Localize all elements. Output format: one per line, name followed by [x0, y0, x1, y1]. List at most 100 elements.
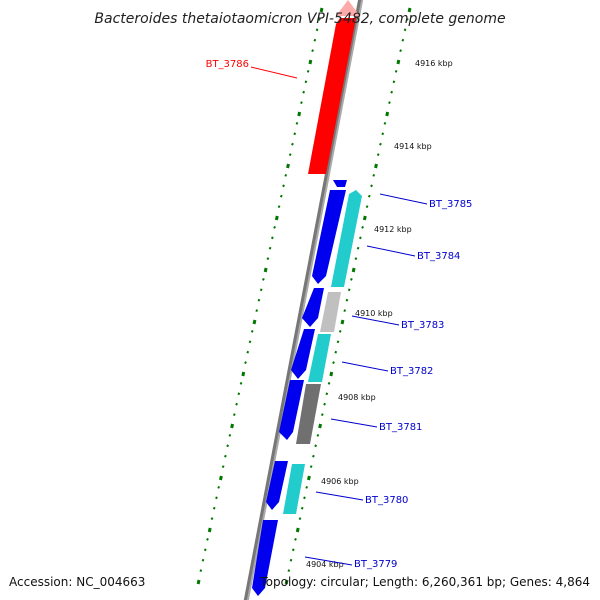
tick-mark: [263, 267, 268, 273]
tick-mark: [239, 381, 243, 385]
gene-label[interactable]: BT_3786: [206, 59, 249, 70]
tick-mark: [250, 329, 254, 333]
gene-label[interactable]: BT_3780: [365, 495, 408, 506]
tick-mark: [317, 17, 321, 21]
kbp-tick-label: 4906 kbp: [321, 477, 359, 486]
tick-mark: [203, 548, 207, 552]
tick-mark: [277, 205, 281, 209]
gene-bt-3785-shape[interactable]: [333, 180, 347, 187]
tick-mark: [268, 246, 272, 250]
tick-mark: [383, 121, 387, 125]
tick-mark: [336, 340, 340, 344]
gene-bt-3786-shape[interactable]: [308, 18, 356, 174]
gene-bt-3780-shape[interactable]: [266, 461, 288, 510]
gene-cyan-1[interactable]: [331, 190, 362, 287]
gene-cyan-2[interactable]: [308, 334, 331, 382]
tick-mark: [325, 392, 329, 396]
gene-label[interactable]: BT_3782: [390, 366, 433, 377]
tick-mark: [284, 173, 288, 177]
tick-mark: [289, 558, 293, 562]
genome-backbone: [243, 0, 362, 600]
gene-label[interactable]: BT_3779: [354, 559, 397, 570]
tick-mark: [305, 485, 309, 489]
tick-mark: [365, 205, 369, 209]
tick-mark: [291, 548, 295, 552]
tick-mark: [323, 402, 326, 406]
tick-mark: [316, 433, 320, 437]
kbp-tick-label: 4914 kbp: [394, 142, 432, 151]
tick-mark: [221, 465, 225, 469]
tick-mark: [329, 371, 334, 377]
gene-bt-3782-shape[interactable]: [291, 329, 315, 379]
gene-bt-3781-shape[interactable]: [279, 380, 304, 440]
gene-connector-line: [366, 245, 416, 257]
gene-darkgray[interactable]: [296, 384, 321, 444]
tick-mark: [381, 132, 385, 136]
tick-mark: [385, 111, 390, 117]
tick-mark: [237, 392, 241, 396]
tick-mark: [401, 38, 405, 42]
gene-label[interactable]: BT_3781: [379, 422, 422, 433]
tick-mark: [350, 277, 353, 281]
tick-mark: [314, 444, 317, 448]
tick-mark: [396, 59, 401, 65]
tick-mark: [315, 28, 319, 32]
gene-bt-3784-shape[interactable]: [312, 190, 346, 284]
tick-mark: [407, 7, 412, 13]
tick-mark: [228, 433, 232, 437]
tick-mark: [210, 517, 214, 521]
tick-track-inner: [284, 7, 412, 585]
tick-mark: [230, 423, 235, 429]
tick-mark: [244, 361, 247, 365]
tick-mark: [255, 309, 259, 313]
tick-mark: [340, 319, 345, 325]
tick-mark: [226, 444, 229, 448]
kbp-tick-label: 4910 kbp: [355, 309, 393, 318]
tick-mark: [362, 215, 367, 221]
tick-mark: [206, 537, 209, 541]
gene-bt-3779-shape[interactable]: [252, 520, 278, 596]
tick-mark: [367, 194, 371, 198]
tick-mark: [302, 90, 306, 94]
tick-mark: [343, 309, 347, 313]
gene-connector-line: [315, 491, 364, 501]
tick-mark: [262, 277, 265, 281]
gene-lightgray[interactable]: [320, 292, 341, 332]
tick-mark: [273, 225, 276, 229]
gene-label[interactable]: BT_3785: [429, 199, 472, 210]
gene-label[interactable]: BT_3784: [417, 251, 460, 262]
kbp-tick-label: 4916 kbp: [415, 59, 453, 68]
topology-label: Topology: circular; Length: 6,260,361 bp…: [259, 575, 590, 589]
gene-connector-line: [330, 418, 378, 428]
tick-mark: [212, 506, 216, 510]
gene-label[interactable]: BT_3783: [401, 320, 444, 331]
tick-mark: [307, 475, 311, 481]
gene-cyan-3[interactable]: [283, 464, 305, 514]
tick-mark: [354, 257, 358, 261]
tick-mark: [287, 569, 291, 573]
tick-mark: [293, 132, 297, 136]
tick-mark: [313, 38, 317, 42]
tick-mark: [282, 184, 285, 188]
tick-track-outer: [196, 7, 324, 585]
tick-mark: [358, 236, 362, 240]
tick-mark: [370, 184, 373, 188]
tick-mark: [215, 496, 218, 500]
tick-mark: [347, 288, 351, 292]
tick-mark: [306, 69, 310, 73]
tick-mark: [388, 101, 391, 105]
kbp-tick-label: 4908 kbp: [338, 393, 376, 402]
tick-mark: [319, 7, 324, 13]
tick-mark: [327, 381, 331, 385]
tick-mark: [252, 319, 257, 325]
tick-mark: [332, 361, 335, 365]
gene-bt-3783-shape[interactable]: [302, 288, 324, 327]
tick-mark: [259, 288, 263, 292]
tick-mark: [257, 298, 261, 302]
tick-mark: [374, 163, 378, 169]
tick-mark: [248, 340, 252, 344]
tick-mark: [345, 298, 349, 302]
tick-mark: [312, 454, 315, 458]
tick-mark: [207, 527, 212, 533]
